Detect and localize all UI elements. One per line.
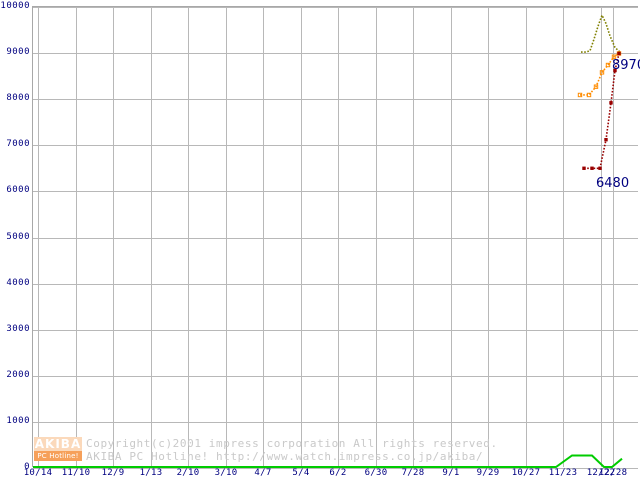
x-axis-tick-label: 5/4 [292,468,310,478]
x-axis-tick-label: 11/23 [548,468,578,478]
x-axis-tick-label: 3/10 [214,468,238,478]
gridline-vertical [151,7,152,467]
x-axis-tick-label: 9/1 [442,468,460,478]
x-axis-tick-label: 11/10 [61,468,91,478]
gridline-horizontal [33,7,638,8]
plot-area [32,6,638,469]
gridline-vertical [413,7,414,467]
gridline-vertical [301,7,302,467]
gridline-horizontal [33,329,638,331]
gridline-vertical [601,7,602,467]
gridline-vertical [226,7,227,467]
y-axis-tick-label: 7000 [6,139,30,150]
gridline-horizontal [33,145,638,147]
x-axis-tick-label: 1/13 [139,468,163,478]
y-axis-tick-label: 2000 [6,369,30,380]
x-axis-tick-label: 10/27 [511,468,541,478]
y-axis-tick-label: 0 [24,462,30,472]
x-axis-tick-label: 12/9 [101,468,125,478]
gridline-vertical [488,7,489,467]
gridline-horizontal [33,375,638,377]
gridline-vertical [563,7,564,467]
gridline-horizontal [33,283,638,285]
gridline-vertical [76,7,77,467]
y-axis-tick-label: 1000 [6,415,30,426]
gridline-vertical [526,7,527,467]
data-value-label: 6480 [596,176,630,191]
x-axis-tick-label: 10/14 [23,468,53,478]
y-axis-tick-label: 5000 [6,231,30,242]
y-axis-tick-label: 3000 [6,323,30,334]
x-axis-tick-label: 7/28 [401,468,425,478]
x-axis-tick-label: 12/28 [598,468,628,478]
gridline-horizontal [33,191,638,193]
x-axis-tick-label: 9/29 [476,468,500,478]
x-axis-tick-label: 12/22 [586,468,616,478]
gridline-vertical [188,7,189,467]
x-axis-tick-label: 2/10 [176,468,200,478]
x-axis-tick-label: 6/30 [364,468,388,478]
y-axis-tick-label: 10000 [0,1,30,11]
data-value-label: 8970 [612,58,640,73]
y-axis-tick-label: 6000 [6,185,30,196]
y-axis-tick-label: 4000 [6,277,30,288]
x-axis-tick-label: 6/2 [329,468,347,478]
gridline-vertical [38,7,39,467]
gridline-horizontal [33,53,638,55]
gridline-vertical [338,7,339,467]
gridline-vertical [376,7,377,467]
x-axis-tick-label: 4/7 [254,468,272,478]
gridline-vertical [613,7,614,467]
gridline-vertical [113,7,114,467]
y-axis-tick-label: 9000 [6,47,30,58]
gridline-horizontal [33,99,638,101]
gridline-vertical [263,7,264,467]
gridline-horizontal [33,468,638,469]
gridline-horizontal [33,421,638,423]
y-axis-tick-label: 8000 [6,93,30,104]
gridline-vertical [451,7,452,467]
gridline-horizontal [33,237,638,239]
